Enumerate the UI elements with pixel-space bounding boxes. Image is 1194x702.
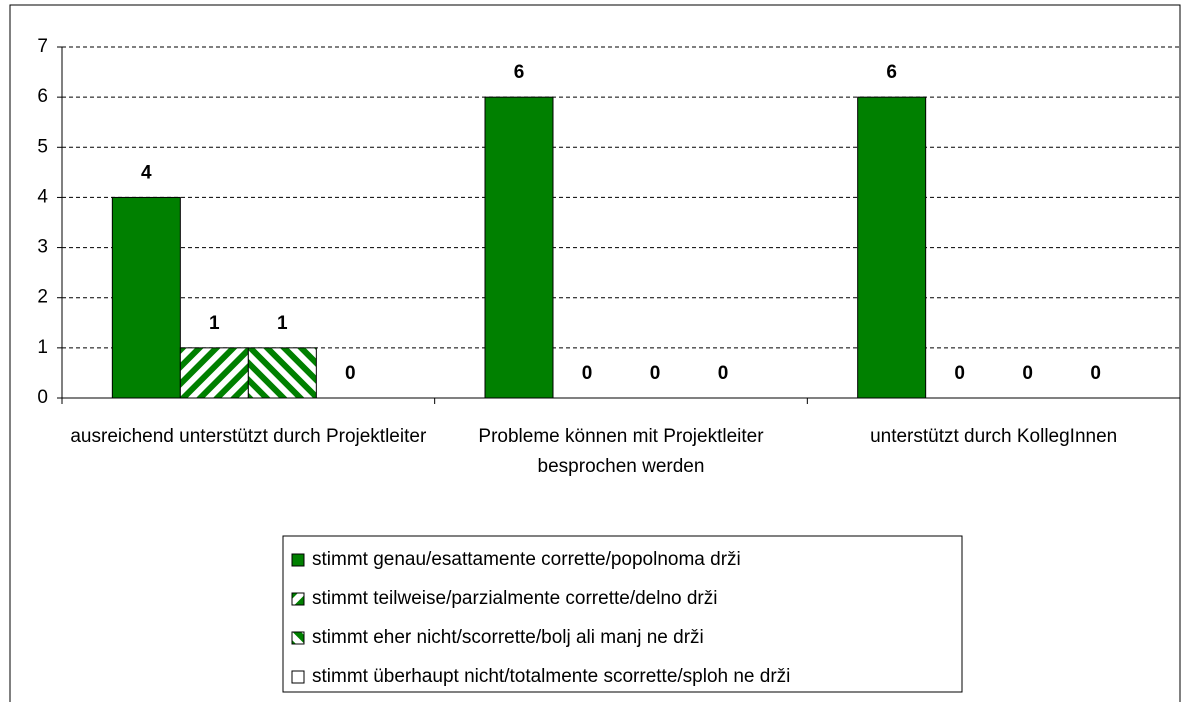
bar [247,347,317,399]
chart-border [9,4,1181,702]
data-label: 0 [1022,363,1033,384]
legend-swatch [291,670,305,684]
data-label: 0 [1090,363,1101,384]
y-tick-label: 0 [37,387,48,408]
y-tick-label: 6 [37,86,48,107]
legend-swatch [291,553,305,567]
data-label: 4 [141,162,152,183]
y-tick-label: 3 [37,237,48,258]
legend-swatch [291,592,305,606]
data-label: 0 [718,363,729,384]
y-tick-label: 5 [37,136,48,157]
data-label: 6 [514,62,525,83]
data-label: 0 [582,363,593,384]
bar [484,96,554,399]
legend-label: stimmt überhaupt nicht/totalmente scorre… [312,666,790,687]
y-tick-label: 4 [37,186,48,207]
x-tick-label: Probleme können mit Projektleiter bespro… [478,426,764,477]
x-tick-label: ausreichend unterstützt durch Projektlei… [70,426,427,447]
legend-label: stimmt eher nicht/scorrette/bolj ali man… [312,627,704,648]
data-label: 1 [209,313,220,334]
bar [111,196,181,399]
bar [857,96,927,399]
legend-label: stimmt genau/esattamente corrette/popoln… [312,549,741,570]
y-tick-label: 1 [37,337,48,358]
legend-label: stimmt teilweise/parzialmente corrette/d… [312,588,718,609]
data-label: 0 [345,363,356,384]
data-label: 0 [650,363,661,384]
bar [179,347,249,399]
y-tick-label: 7 [37,36,48,57]
legend-swatch [291,631,305,645]
legend-box [282,535,963,693]
data-label: 1 [277,313,288,334]
data-label: 6 [886,62,897,83]
data-label: 0 [954,363,965,384]
y-tick-label: 2 [37,287,48,308]
x-tick-label: unterstützt durch KollegInnen [870,426,1118,447]
